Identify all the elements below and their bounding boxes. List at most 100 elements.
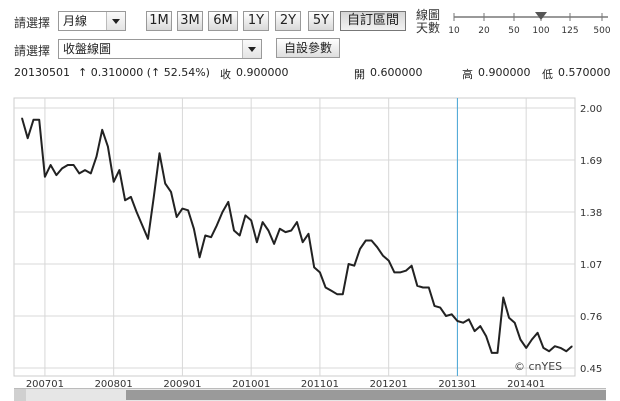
range-button-1m[interactable]: 1M <box>146 11 172 31</box>
scroll-thumb[interactable] <box>126 390 606 400</box>
ma-days-slider[interactable]: 10 20 50 100 125 500 <box>444 8 614 36</box>
data-point <box>153 196 155 198</box>
data-point <box>158 152 161 154</box>
range-button-2y[interactable]: 2Y <box>275 11 301 31</box>
x-tick-label: 201401 <box>507 379 545 390</box>
data-point <box>273 243 275 245</box>
data-point <box>410 265 413 267</box>
data-point <box>508 317 510 319</box>
info-open-label: 開 <box>354 68 365 81</box>
data-point <box>227 201 229 203</box>
data-point <box>428 286 430 289</box>
info-close-label: 收 <box>220 68 231 81</box>
data-point <box>176 216 178 218</box>
y-tick-label: 1.07 <box>580 260 602 271</box>
data-point <box>496 352 499 354</box>
y-tick-label: 1.69 <box>580 156 602 167</box>
x-tick-label: 200701 <box>26 379 64 390</box>
chart-type-select-label: 請選擇 <box>14 44 51 58</box>
data-point <box>468 318 470 320</box>
data-point <box>61 167 63 169</box>
custom-range-button[interactable]: 自訂區間 <box>340 11 406 31</box>
data-point <box>27 137 29 139</box>
x-tick-label: 201001 <box>232 379 270 390</box>
range-button-1y[interactable]: 1Y <box>243 11 269 31</box>
y-tick-label: 0.45 <box>580 364 602 375</box>
x-tick-label: 200901 <box>163 379 201 390</box>
info-high-value: 0.900000 <box>478 66 531 79</box>
data-point <box>250 219 252 221</box>
slider-tick-label: 10 <box>448 26 460 36</box>
x-tick-label: 201201 <box>370 379 408 390</box>
data-point <box>474 330 476 332</box>
settings-button[interactable]: 自設參數 <box>276 38 340 58</box>
data-point <box>147 238 149 240</box>
data-point <box>256 241 258 243</box>
data-point <box>548 350 550 352</box>
slider-handle[interactable] <box>535 12 547 20</box>
data-point <box>290 229 292 232</box>
data-point <box>130 196 132 198</box>
slider-tick-label: 125 <box>561 26 578 36</box>
data-point <box>479 325 481 327</box>
data-point <box>559 347 562 349</box>
data-point <box>302 241 304 243</box>
data-point <box>370 239 373 242</box>
watermark: © cnYES <box>514 360 562 373</box>
range-button-5y[interactable]: 5Y <box>308 11 334 31</box>
data-point <box>514 322 516 324</box>
ma-days-label-line2: 天數 <box>416 21 441 35</box>
data-point <box>50 164 52 166</box>
x-tick-label: 201101 <box>301 379 339 390</box>
data-point <box>118 169 120 171</box>
data-point <box>124 199 126 201</box>
data-point <box>296 221 298 223</box>
data-point <box>38 119 40 121</box>
info-close-value: 0.900000 <box>236 66 289 79</box>
period-select[interactable]: 月線 <box>58 11 126 31</box>
data-point <box>72 164 75 166</box>
data-point <box>571 345 573 347</box>
data-point <box>382 255 384 257</box>
data-point <box>187 209 189 211</box>
data-point <box>336 293 338 295</box>
period-select-label: 請選擇 <box>14 16 51 30</box>
data-point <box>554 345 556 347</box>
data-point <box>262 221 264 223</box>
data-point <box>565 350 567 352</box>
data-point <box>210 236 212 238</box>
data-point <box>90 172 92 175</box>
data-point <box>519 338 522 341</box>
chevron-down-icon[interactable] <box>106 12 125 30</box>
data-point <box>164 182 166 185</box>
timeline-scrollbar[interactable] <box>14 388 606 401</box>
data-point <box>502 296 504 299</box>
data-point <box>21 117 23 119</box>
y-tick-label: 2.00 <box>580 104 602 115</box>
chart-type-select[interactable]: 收盤線圖 <box>58 39 262 59</box>
info-open-value: 0.600000 <box>370 66 423 79</box>
data-point <box>325 286 327 289</box>
info-change: ↑ 0.310000 (↑ 52.54%) <box>78 66 210 79</box>
data-point <box>405 270 407 272</box>
range-button-3m[interactable]: 3M <box>177 11 203 31</box>
data-point <box>107 145 109 148</box>
data-point <box>204 234 206 237</box>
data-point <box>445 315 447 317</box>
data-point <box>267 229 269 232</box>
range-button-6m[interactable]: 6M <box>208 11 238 31</box>
data-point <box>353 265 355 267</box>
y-tick-label: 1.38 <box>580 208 602 219</box>
scroll-left-button[interactable] <box>14 389 26 401</box>
data-point <box>388 260 390 262</box>
chevron-down-icon[interactable] <box>242 40 261 58</box>
data-point <box>416 285 418 287</box>
data-point <box>32 119 35 121</box>
info-low-label: 低 <box>542 68 553 81</box>
x-tick-label: 200801 <box>95 379 133 390</box>
data-point <box>84 169 86 171</box>
data-point <box>67 164 69 166</box>
data-point <box>78 172 80 175</box>
data-point <box>462 322 464 324</box>
